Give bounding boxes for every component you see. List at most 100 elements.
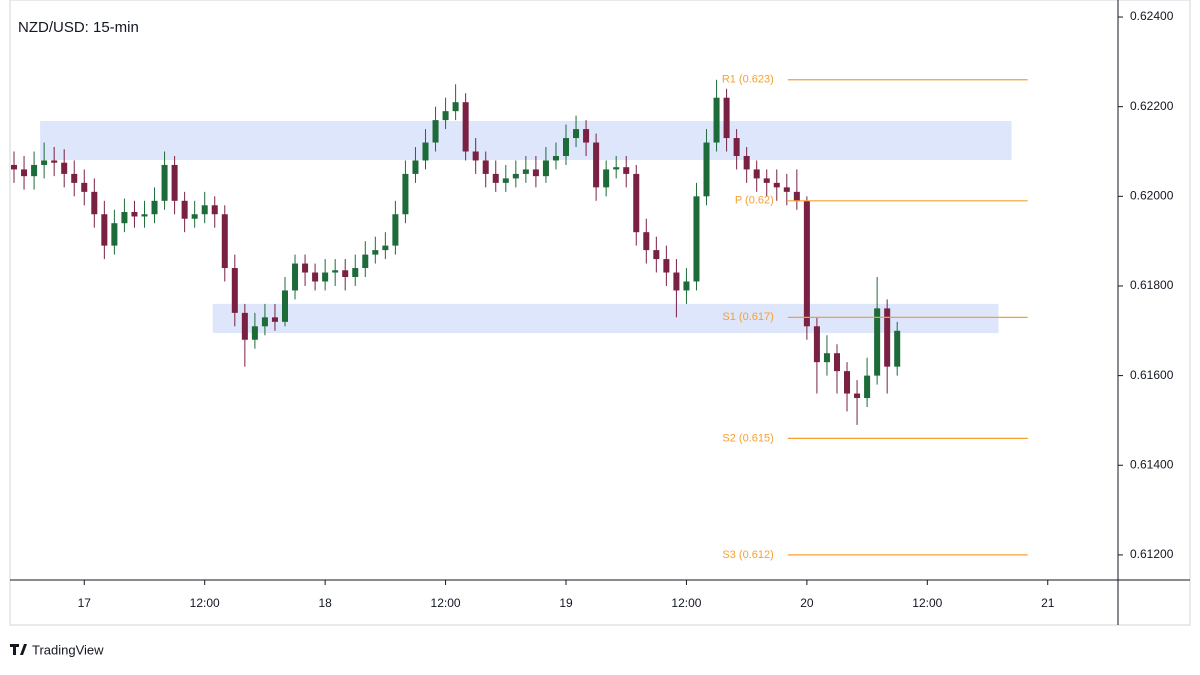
candle-body: [21, 169, 28, 177]
candle-body: [884, 308, 891, 367]
candle-body: [31, 164, 38, 177]
candle-body: [482, 160, 489, 174]
x-tick-label: 18: [318, 596, 332, 610]
y-tick-label: 0.62400: [1130, 9, 1174, 23]
candle-body: [583, 129, 590, 143]
candle-body: [783, 187, 790, 192]
branding: TradingView: [32, 642, 104, 657]
candle-body: [633, 173, 640, 233]
y-tick-label: 0.61400: [1130, 457, 1174, 471]
candle-body: [683, 281, 690, 291]
x-tick-label: 17: [78, 596, 92, 610]
candle-body: [512, 173, 519, 179]
candle-body: [472, 151, 479, 161]
candle-body: [11, 164, 18, 170]
candle-body: [422, 142, 429, 161]
candle-body: [342, 270, 349, 278]
candle-body: [844, 371, 851, 394]
candle-body: [432, 120, 439, 143]
candle-body: [181, 200, 188, 219]
candle-body: [161, 164, 168, 201]
y-tick-label: 0.61800: [1130, 278, 1174, 292]
candle-body: [352, 268, 359, 278]
candle-body: [41, 160, 48, 165]
y-tick-label: 0.61200: [1130, 547, 1174, 561]
candle-body: [562, 138, 570, 156]
candle-body: [603, 169, 610, 188]
candle-body: [823, 353, 830, 363]
pivot-label: R1 (0.623): [722, 74, 774, 86]
candle-body: [251, 326, 258, 340]
candle-body: [81, 182, 88, 192]
candle-body: [532, 169, 539, 177]
y-tick-label: 0.62000: [1130, 188, 1174, 202]
candle-body: [753, 169, 760, 179]
candle-body: [673, 272, 680, 291]
candle-body: [502, 178, 509, 183]
pivot-label: S2 (0.615): [722, 432, 773, 444]
candle-body: [332, 270, 339, 273]
y-tick-label: 0.62200: [1130, 99, 1174, 113]
candle-body: [693, 196, 700, 282]
logo: TradingView: [10, 642, 104, 657]
candle-body: [442, 111, 449, 121]
candle-body: [191, 214, 198, 219]
candle-body: [141, 214, 148, 217]
y-tick-label: 0.61600: [1130, 368, 1174, 382]
x-tick-label: 12:00: [190, 596, 220, 610]
candle-body: [793, 191, 800, 201]
candle-body: [51, 160, 58, 163]
candle-body: [382, 245, 389, 251]
candle-body: [894, 330, 901, 367]
candle-body: [864, 375, 871, 399]
x-tick-label: 12:00: [912, 596, 942, 610]
candle-body: [231, 268, 238, 313]
candle-body: [623, 167, 630, 174]
candle-body: [101, 214, 108, 246]
candle-body: [281, 290, 289, 322]
candle-body: [773, 182, 780, 188]
candle-body: [593, 142, 600, 188]
candle-body: [573, 129, 580, 139]
candle-body: [61, 162, 68, 174]
candle-body: [462, 102, 469, 152]
pivot-label: S3 (0.612): [722, 549, 773, 561]
x-tick-label: 20: [800, 596, 814, 610]
x-tick-label: 21: [1041, 596, 1055, 610]
candle-body: [151, 200, 158, 215]
candle-body: [362, 254, 369, 269]
candle-body: [171, 164, 178, 201]
candle-body: [241, 312, 248, 340]
candle-body: [723, 97, 730, 139]
plot-area: R1 (0.623) P (0.62) S1 (0.617) S2 (0.615) S3…: [11, 74, 1028, 561]
pivot-label: S1 (0.617): [722, 311, 773, 323]
zone: [212, 303, 999, 334]
candle-body: [452, 102, 459, 112]
candle-body: [492, 173, 499, 183]
candle-body: [71, 173, 78, 183]
candle-body: [733, 138, 740, 156]
candle-body: [643, 232, 650, 251]
candle-body: [854, 393, 861, 399]
logo-mark: [10, 644, 27, 655]
candle-body: [372, 250, 379, 255]
candle-body: [221, 214, 228, 269]
candle-body: [271, 317, 278, 322]
candle-body: [763, 178, 770, 183]
candle-body: [542, 160, 549, 177]
candle-body: [302, 263, 309, 273]
candle-body: [91, 191, 98, 215]
candle-body: [803, 200, 810, 327]
x-tick-label: 19: [559, 596, 573, 610]
candle-body: [201, 205, 208, 215]
zone: [40, 121, 1012, 161]
candle-body: [111, 223, 118, 246]
candle-body: [522, 169, 529, 174]
candle-body: [261, 317, 268, 327]
candle-body: [392, 214, 399, 246]
candle-body: [874, 308, 881, 376]
candle-body: [552, 155, 559, 161]
x-tick-label: 12:00: [431, 596, 461, 610]
candle-body: [743, 155, 750, 170]
